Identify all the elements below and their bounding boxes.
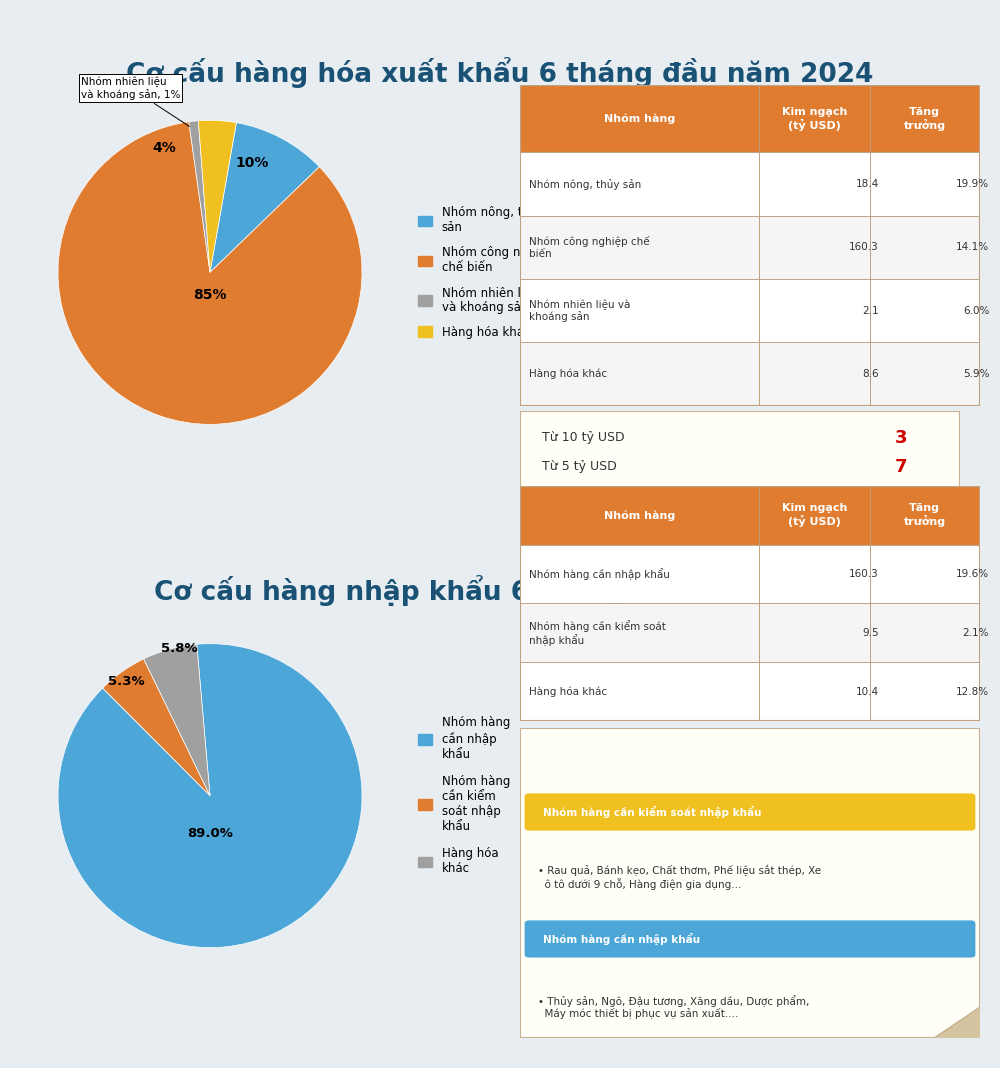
Text: Nhóm công nghiệp chế
biến: Nhóm công nghiệp chế biến [529,236,650,258]
Wedge shape [103,659,210,796]
FancyBboxPatch shape [520,153,980,216]
Text: Nhóm hàng cần nhập khẩu: Nhóm hàng cần nhập khẩu [543,933,700,945]
Text: 6.0%: 6.0% [963,305,989,316]
Text: 9.5: 9.5 [862,628,879,638]
Text: Tăng
trưởng: Tăng trưởng [904,107,946,131]
FancyBboxPatch shape [520,85,980,153]
Text: 5.3%: 5.3% [108,675,145,688]
Text: Tăng
trưởng: Tăng trưởng [904,503,946,528]
FancyBboxPatch shape [525,794,975,831]
Text: 5.8%: 5.8% [161,642,198,655]
Text: 2.1%: 2.1% [963,628,989,638]
Text: 10.4: 10.4 [856,687,879,696]
Wedge shape [144,644,210,796]
Text: 160.3: 160.3 [849,569,879,579]
FancyBboxPatch shape [520,486,980,545]
FancyBboxPatch shape [520,411,960,518]
Text: 85%: 85% [193,288,227,302]
Text: 12.8%: 12.8% [956,687,989,696]
Wedge shape [58,122,362,424]
Text: 5.9%: 5.9% [963,370,989,379]
Text: 4%: 4% [153,141,176,155]
FancyBboxPatch shape [520,603,980,662]
FancyBboxPatch shape [520,545,980,603]
Text: • Rau quả, Bánh kẹo, Chất thơm, Phế liệu sắt thép, Xe
  ô tô dưới 9 chỗ, Hàng đi: • Rau quả, Bánh kẹo, Chất thơm, Phế liệu… [538,864,822,890]
Text: Nhóm hàng cần kiểm soát nhập khẩu: Nhóm hàng cần kiểm soát nhập khẩu [543,806,762,818]
Legend: Nhóm nông, thủy
sản, Nhóm công nghiệp
chế biến, Nhóm nhiên liệu
và khoáng sản, H: Nhóm nông, thủy sản, Nhóm công nghiệp ch… [414,202,558,343]
Text: 8.6: 8.6 [862,370,879,379]
Text: Từ 5 tỷ USD: Từ 5 tỷ USD [542,460,617,473]
Text: 18.4: 18.4 [856,179,879,189]
Legend: Nhóm hàng
cần nhập
khẩu, Nhóm hàng
cần kiểm
soát nhập
khẩu, Hàng hóa
khác: Nhóm hàng cần nhập khẩu, Nhóm hàng cần k… [414,711,515,880]
Text: 2.1: 2.1 [862,305,879,316]
Text: Kim ngạch
(tỷ USD): Kim ngạch (tỷ USD) [782,107,847,131]
Text: Từ 1 tỷ USD: Từ 1 tỷ USD [542,492,617,505]
Text: 89.0%: 89.0% [187,827,233,841]
Polygon shape [916,499,960,518]
Text: Hàng hóa khác: Hàng hóa khác [529,368,607,379]
Text: Nhóm nhiên liệu và
khoáng sản: Nhóm nhiên liệu và khoáng sản [529,299,631,323]
Wedge shape [58,644,362,947]
FancyBboxPatch shape [520,662,980,721]
Text: Nhóm nhiên liệu
và khoáng sản, 1%: Nhóm nhiên liệu và khoáng sản, 1% [81,77,189,126]
FancyBboxPatch shape [520,343,980,406]
Text: Từ 10 tỷ USD: Từ 10 tỷ USD [542,431,625,444]
Text: Cơ cấu hàng nhập khẩu 6 tháng đầu năm 2022: Cơ cấu hàng nhập khẩu 6 tháng đầu năm 20… [154,575,846,606]
Text: 3: 3 [895,429,907,446]
FancyBboxPatch shape [525,921,975,958]
Wedge shape [189,121,210,272]
Text: Kim ngạch
(tỷ USD): Kim ngạch (tỷ USD) [782,503,847,528]
Text: Nhóm nông, thủy sản: Nhóm nông, thủy sản [529,178,641,189]
Text: Nhóm hàng: Nhóm hàng [604,113,675,124]
Wedge shape [198,121,236,272]
Text: Nhóm hàng cần nhập khẩu: Nhóm hàng cần nhập khẩu [529,568,670,580]
Text: Hàng hóa khác: Hàng hóa khác [529,687,607,696]
Polygon shape [934,1007,980,1038]
Text: Nhóm hàng: Nhóm hàng [604,511,675,520]
FancyBboxPatch shape [520,216,980,279]
Text: 19.9%: 19.9% [956,179,989,189]
Wedge shape [210,123,319,272]
FancyBboxPatch shape [520,728,980,1038]
FancyBboxPatch shape [520,279,980,343]
Text: 160.3: 160.3 [849,242,879,252]
Text: 7: 7 [895,458,907,475]
Text: 29: 29 [882,490,907,507]
Text: 10%: 10% [236,156,269,170]
Text: Nhóm hàng cần kiểm soát
nhập khẩu: Nhóm hàng cần kiểm soát nhập khẩu [529,619,666,646]
Text: • Thủy sản, Ngô, Đậu tương, Xăng dầu, Dược phẩm,
  Máy móc thiết bị phục vụ sản : • Thủy sản, Ngô, Đậu tương, Xăng dầu, Dư… [538,994,810,1020]
Text: 14.1%: 14.1% [956,242,989,252]
Text: Cơ cấu hàng hóa xuất khẩu 6 tháng đầu năm 2024: Cơ cấu hàng hóa xuất khẩu 6 tháng đầu nă… [126,57,874,88]
Text: 19.6%: 19.6% [956,569,989,579]
